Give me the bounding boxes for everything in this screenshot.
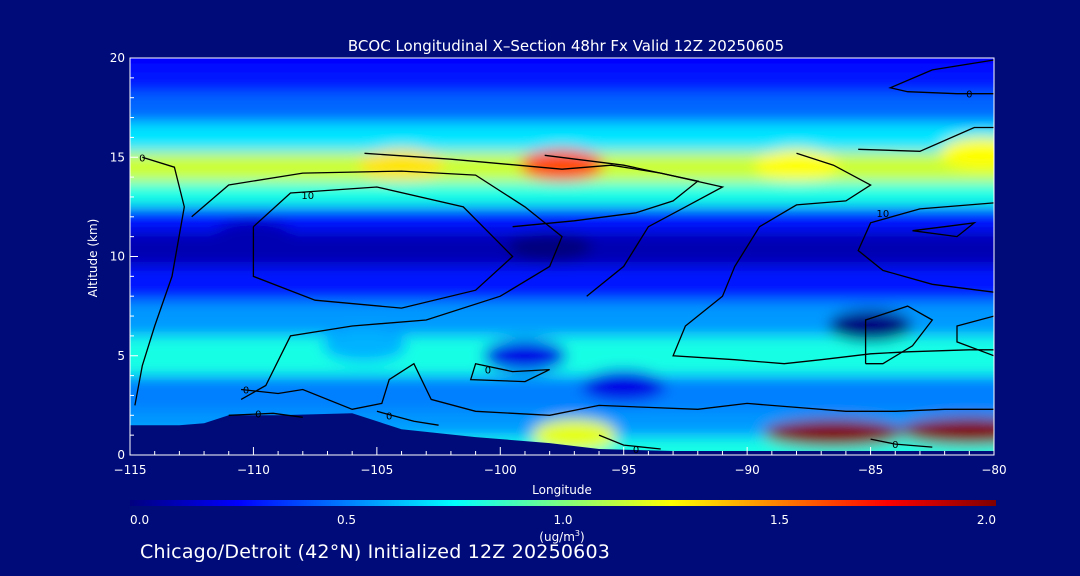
field-hotspot	[754, 149, 839, 182]
field-band	[130, 67, 994, 93]
field-hotspot	[828, 309, 913, 342]
contour-label: 0	[386, 411, 392, 422]
contour-line	[191, 170, 563, 400]
contour-line	[888, 59, 994, 95]
y-axis-label: Altitude (km)	[86, 219, 100, 298]
contour-line	[598, 434, 661, 450]
contour-line	[672, 152, 994, 365]
contour-label: 0	[243, 385, 249, 396]
contour-label: 0	[139, 153, 145, 164]
x-tick-label: −90	[734, 463, 759, 477]
colorbar-unit-text: (ug/m	[539, 530, 575, 544]
chart-title: BCOC Longitudinal X–Section 48hr Fx Vali…	[348, 37, 784, 55]
colorbar-bar	[130, 500, 996, 506]
concentration-field	[130, 58, 994, 455]
colorbar-unit-close: )	[580, 530, 585, 544]
field-hotspot	[899, 417, 994, 446]
field-hotspot	[322, 329, 407, 362]
contour-lines: 0 10 10 0 0 0 0 0 0 0	[134, 59, 994, 456]
contour-label: 10	[301, 191, 314, 202]
field-hotspot	[939, 137, 994, 170]
x-tick-label: −95	[611, 463, 636, 477]
x-tick-label: −105	[360, 463, 393, 477]
field-band	[130, 266, 994, 302]
contour-line	[512, 154, 700, 228]
contour-line	[857, 202, 994, 293]
contour-label: 0	[255, 409, 261, 420]
contour-label: 0	[485, 366, 491, 377]
field-hotspot	[532, 419, 617, 452]
colorbar-unit: (ug/m3)	[539, 529, 584, 544]
terrain-mask	[130, 413, 994, 455]
colorbar-unit-superscript: 3	[575, 529, 580, 538]
initialization-caption: Chicago/Detroit (42°N) Initialized 12Z 2…	[140, 541, 611, 563]
contour-line	[870, 438, 933, 448]
field-band	[130, 92, 994, 123]
colorbar-ticks: 0.0 0.5 1.0 1.5 2.0	[130, 513, 996, 527]
field-band	[130, 182, 994, 207]
contour-line	[956, 315, 994, 357]
y-tick-label: 0	[117, 448, 125, 462]
x-axis: −115 −110 −105 −100 −95 −90 −85 −80	[114, 447, 1007, 477]
contour-line	[241, 362, 994, 416]
x-tick-label: −100	[484, 463, 517, 477]
contour-line	[469, 362, 550, 383]
field-hotspot	[520, 149, 604, 182]
contour-line	[912, 221, 977, 238]
field-band	[130, 58, 994, 68]
y-tick-label: 20	[110, 51, 125, 65]
y-tick-label: 5	[117, 349, 125, 363]
colorbar-tick-label: 1.5	[770, 513, 789, 527]
y-tick-label: 10	[110, 250, 125, 264]
y-axis: 0 5 10 15 20	[110, 51, 138, 462]
y-tick-label: 15	[110, 150, 125, 164]
field-hotspot	[581, 369, 666, 402]
colorbar: 0.0 0.5 1.0 1.5 2.0 (ug/m3)	[130, 500, 996, 544]
contour-label: 10	[877, 209, 890, 220]
contour-line	[134, 156, 185, 406]
field-hotspot	[507, 230, 592, 263]
x-axis-label: Longitude	[532, 483, 592, 497]
contour-line	[228, 412, 303, 418]
colorbar-tick-label: 0.0	[130, 513, 149, 527]
field-band	[130, 122, 994, 153]
contour-line	[376, 410, 439, 426]
contour-line	[252, 186, 514, 309]
colorbar-tick-label: 2.0	[977, 513, 996, 527]
field-hotspot	[482, 339, 567, 372]
x-tick-label: −110	[237, 463, 270, 477]
contour-label: 0	[633, 445, 639, 456]
contour-line	[864, 305, 934, 365]
contour-label: 0	[892, 440, 898, 451]
contour-line	[858, 126, 994, 152]
x-tick-label: −115	[114, 463, 147, 477]
plot-area: 0 10 10 0 0 0 0 0 0 0	[130, 58, 994, 456]
colorbar-tick-label: 0.5	[337, 513, 356, 527]
colorbar-tick-label: 1.0	[553, 513, 572, 527]
field-hotspot	[763, 419, 904, 448]
x-tick-label: −80	[981, 463, 1006, 477]
contour-label: 0	[966, 90, 972, 101]
x-tick-label: −85	[858, 463, 883, 477]
